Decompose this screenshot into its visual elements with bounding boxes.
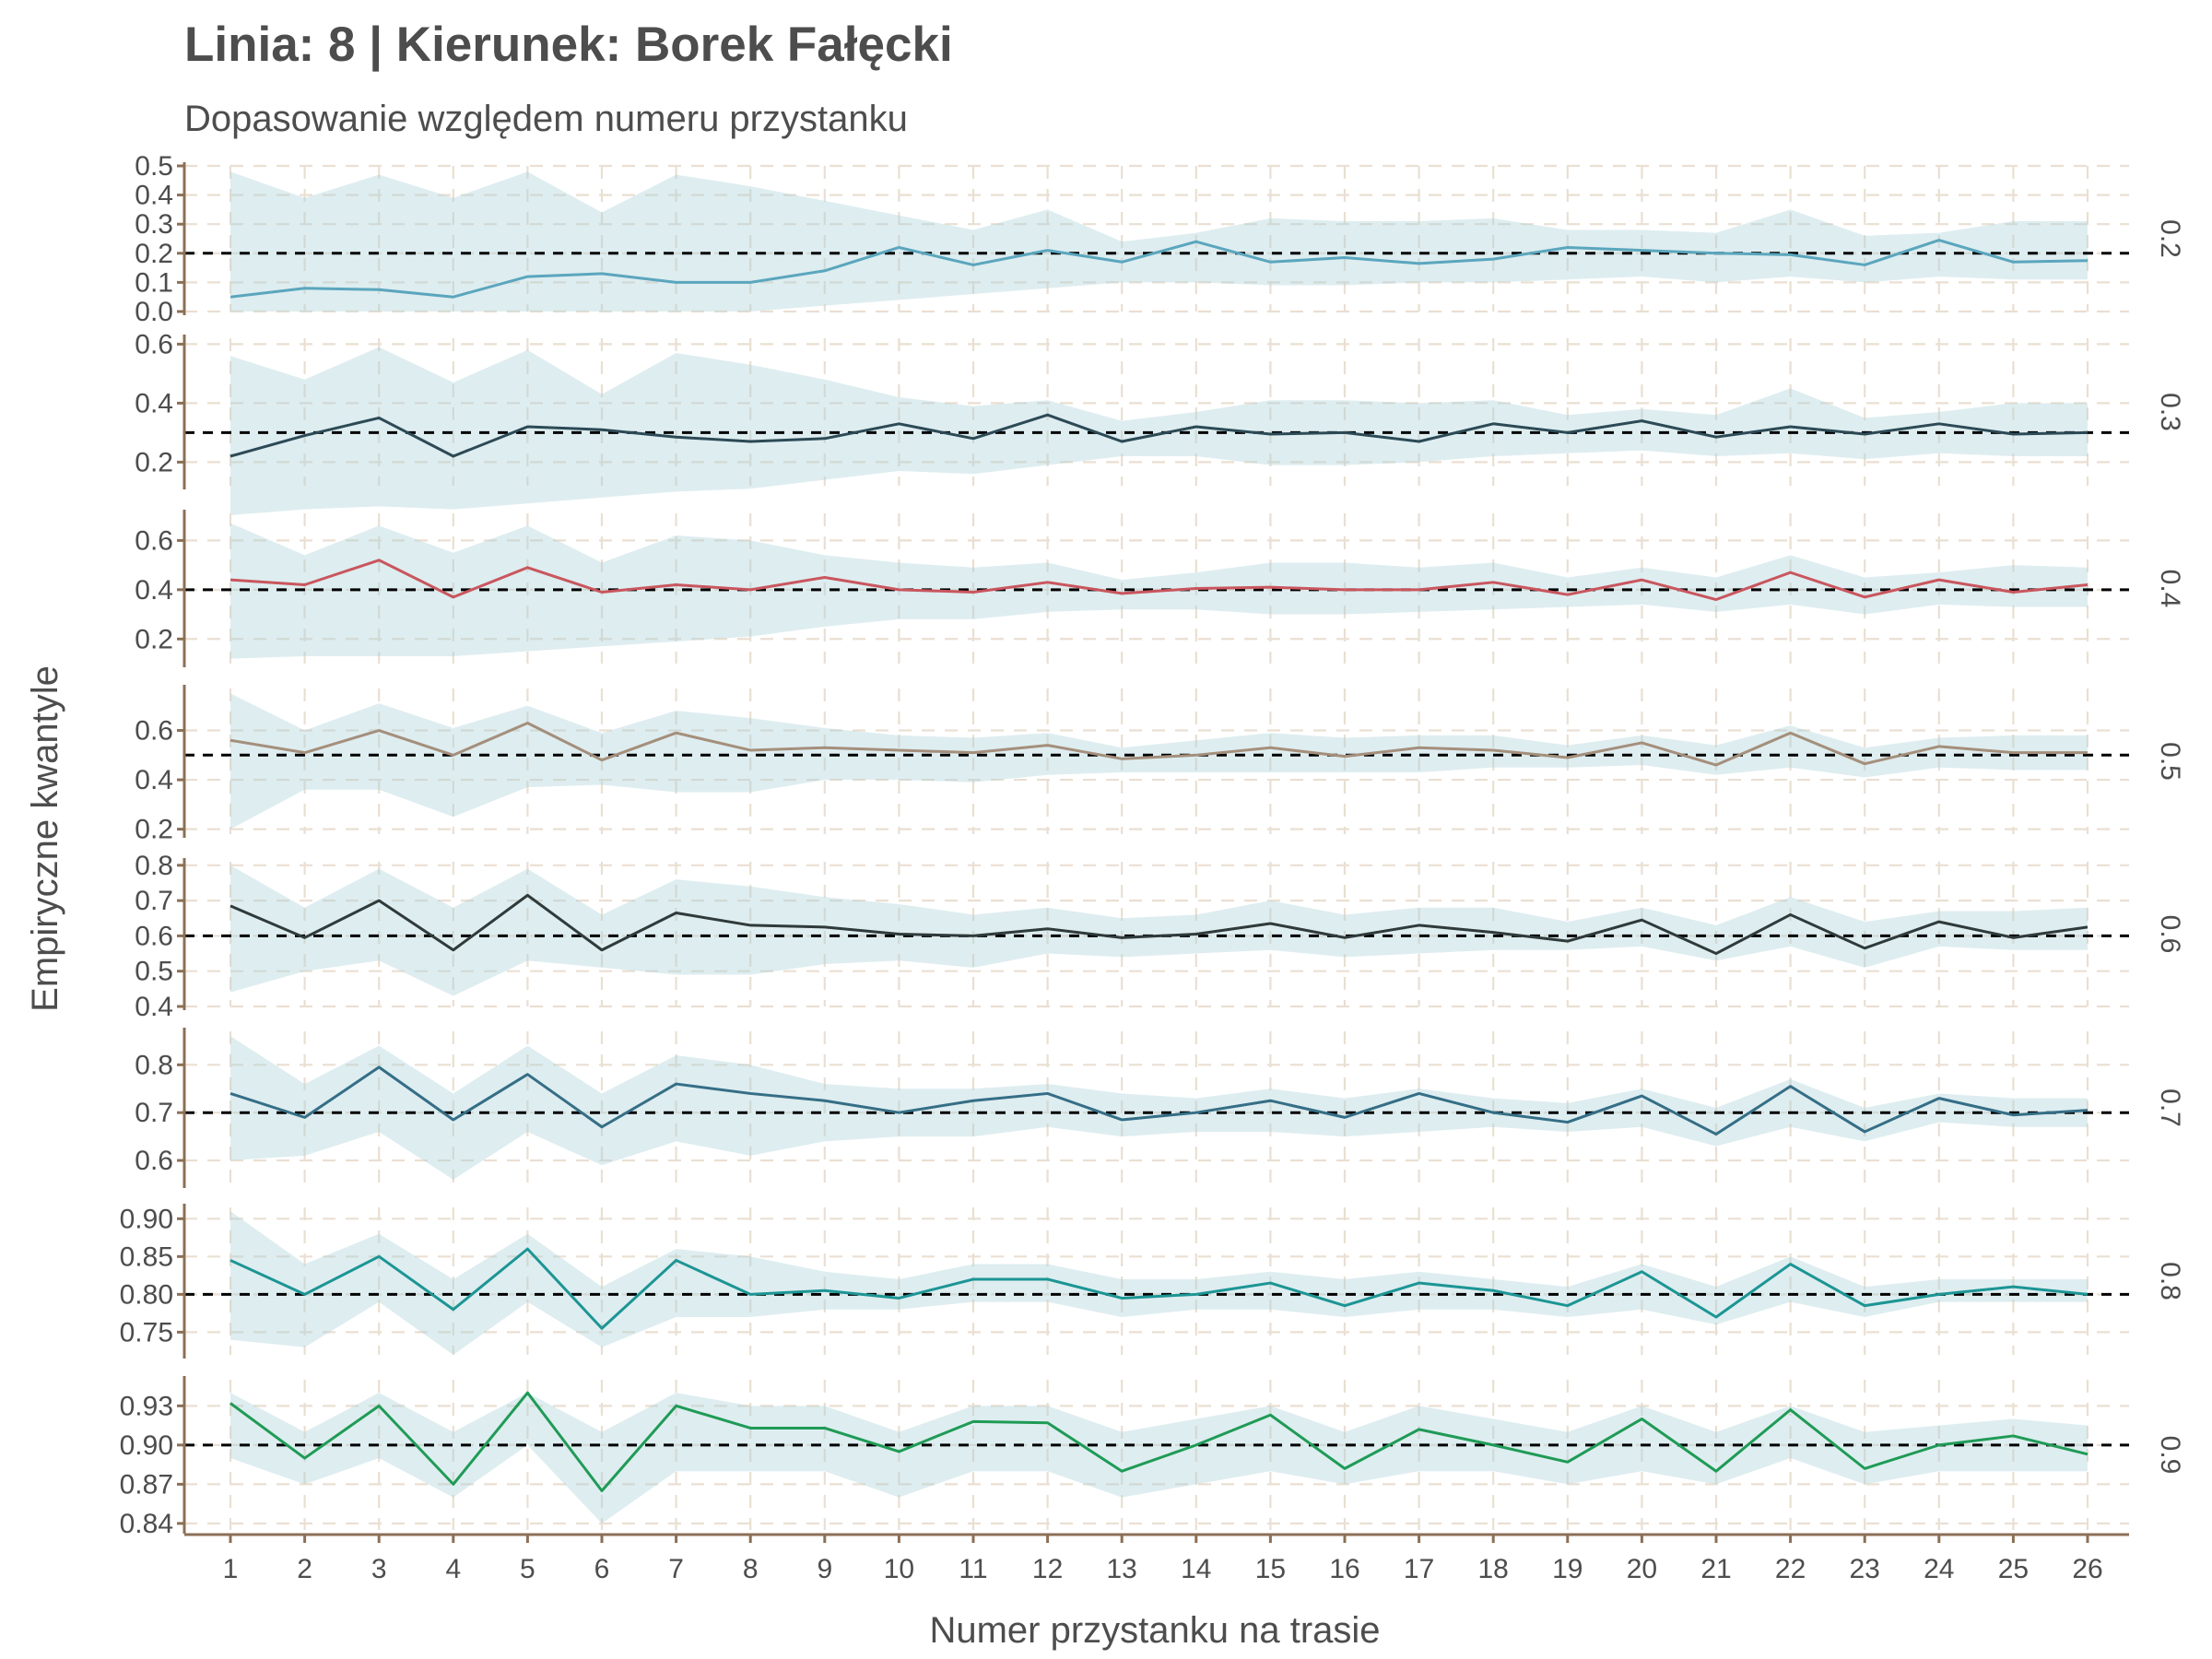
- y-tick-label: 0.0: [135, 297, 173, 327]
- series-line-0.2: [229, 239, 2088, 299]
- confidence-band: [230, 347, 2088, 515]
- x-tick-label: 3: [371, 1554, 387, 1584]
- y-tick-label: 0.93: [120, 1391, 173, 1421]
- y-tick-label: 0.84: [120, 1509, 173, 1539]
- y-tick-label: 0.8: [135, 851, 173, 881]
- x-tick-label: 15: [1255, 1554, 1286, 1584]
- facet-panel-0.3: 0.2 0.4 0.6 0.3: [135, 329, 2185, 515]
- y-tick-label: 0.80: [120, 1279, 173, 1310]
- y-tick-label: 0.2: [135, 815, 173, 845]
- facet-panels: 0.00.10.20.30.40.50.20.20.40.60.30.20.40…: [120, 151, 2185, 1539]
- series-line-0.3: [229, 413, 2088, 458]
- x-tick-label: 23: [1850, 1554, 1880, 1584]
- facet-strip-label: 0.5: [2155, 742, 2185, 781]
- y-tick-label: 0.4: [135, 388, 173, 418]
- x-tick-label: 13: [1107, 1554, 1137, 1584]
- facet-strip-label: 0.3: [2155, 393, 2185, 431]
- x-tick-label: 5: [520, 1554, 535, 1584]
- y-tick-label: 0.7: [135, 886, 173, 916]
- confidence-band: [230, 1211, 2088, 1355]
- facet-panel-0.6: 0.4 0.5 0.6 0.7 0.8 0.6: [135, 851, 2185, 1022]
- y-tick-label: 0.90: [120, 1430, 173, 1461]
- facet-strip-label: 0.4: [2155, 570, 2185, 608]
- y-tick-label: 0.90: [120, 1204, 173, 1234]
- series-line-0.6: [229, 893, 2088, 956]
- x-tick-label: 21: [1700, 1554, 1731, 1584]
- y-tick-label: 0.8: [135, 1050, 173, 1080]
- x-tick-label: 17: [1404, 1554, 1434, 1584]
- facet-panel-0.5: 0.2 0.4 0.6 0.5: [135, 685, 2185, 845]
- y-tick-label: 0.6: [135, 716, 173, 747]
- y-tick-label: 0.3: [135, 209, 173, 240]
- y-tick-label: 0.5: [135, 151, 173, 182]
- x-tick-label: 24: [1924, 1554, 1954, 1584]
- facet-panel-0.9: 0.84 0.87 0.90 0.93 0.9: [120, 1376, 2185, 1539]
- y-tick-label: 0.6: [135, 921, 173, 951]
- y-tick-label: 0.6: [135, 1146, 173, 1176]
- series-line-0.9: [229, 1391, 2088, 1492]
- series-line-0.8: [229, 1247, 2088, 1330]
- y-tick-label: 0.75: [120, 1317, 173, 1347]
- confidence-band: [230, 865, 2088, 996]
- chart-subtitle: Dopasowanie względem numeru przystanku: [184, 99, 908, 139]
- confidence-band: [230, 171, 2088, 312]
- x-tick-label: 9: [817, 1554, 832, 1584]
- series-line-0.7: [229, 1065, 2088, 1136]
- y-tick-label: 0.6: [135, 525, 173, 556]
- facet-strip-label: 0.2: [2155, 219, 2185, 258]
- x-tick-label: 20: [1627, 1554, 1657, 1584]
- facet-strip-label: 0.7: [2155, 1088, 2185, 1127]
- facet-panel-0.4: 0.2 0.4 0.6 0.4: [135, 510, 2185, 667]
- x-tick-label: 4: [445, 1554, 461, 1584]
- y-tick-label: 0.1: [135, 267, 173, 298]
- x-tick-label: 16: [1329, 1554, 1359, 1584]
- series-line-0.4: [229, 559, 2088, 602]
- x-tick-label: 6: [594, 1554, 610, 1584]
- facet-panel-0.8: 0.75 0.80 0.85 0.90 0.8: [120, 1204, 2185, 1359]
- y-tick-label: 0.7: [135, 1098, 173, 1128]
- y-tick-label: 0.85: [120, 1241, 173, 1272]
- facet-strip-label: 0.9: [2155, 1436, 2185, 1475]
- x-axis: 1 2 3 4 5 6 7 8 9 10 11 12 13 14 15 16 17 18 19 20 21 22 23 24 2…: [184, 1533, 2129, 1584]
- y-tick-label: 0.2: [135, 624, 173, 654]
- y-tick-label: 0.4: [135, 765, 173, 795]
- chart-title: Linia: 8 | Kierunek: Borek Fałęcki: [184, 18, 953, 73]
- facet-panel-0.2: 0.00.10.20.30.40.50.2: [135, 151, 2185, 327]
- confidence-band: [230, 1036, 2088, 1180]
- x-tick-label: 25: [1998, 1554, 2029, 1584]
- facet-strip-label: 0.6: [2155, 915, 2185, 954]
- y-tick-label: 0.4: [135, 992, 173, 1022]
- x-tick-label: 14: [1181, 1554, 1211, 1584]
- facet-strip-label: 0.8: [2155, 1262, 2185, 1300]
- x-tick-label: 19: [1552, 1554, 1583, 1584]
- y-tick-label: 0.2: [135, 239, 173, 269]
- x-tick-label: 1: [223, 1554, 239, 1584]
- series-line-0.5: [229, 721, 2088, 767]
- x-tick-label: 18: [1478, 1554, 1509, 1584]
- y-tick-label: 0.2: [135, 447, 173, 477]
- x-axis-title: Numer przystanku na trasie: [929, 1610, 1380, 1651]
- y-tick-label: 0.4: [135, 181, 173, 211]
- x-tick-label: 11: [959, 1554, 987, 1584]
- x-tick-label: 2: [297, 1554, 312, 1584]
- y-tick-label: 0.87: [120, 1469, 173, 1500]
- confidence-band: [230, 693, 2088, 830]
- y-axis-title: Empiryczne kwantyle: [25, 665, 65, 1012]
- x-tick-label: 10: [884, 1554, 914, 1584]
- y-tick-label: 0.6: [135, 329, 173, 359]
- y-tick-label: 0.5: [135, 957, 173, 987]
- x-tick-label: 8: [743, 1554, 759, 1584]
- x-tick-label: 22: [1775, 1554, 1806, 1584]
- x-tick-label: 12: [1032, 1554, 1063, 1584]
- facet-panel-0.7: 0.6 0.7 0.8 0.7: [135, 1028, 2185, 1188]
- x-tick-label: 26: [2072, 1554, 2102, 1584]
- y-tick-label: 0.4: [135, 575, 173, 606]
- x-tick-label: 7: [668, 1554, 684, 1584]
